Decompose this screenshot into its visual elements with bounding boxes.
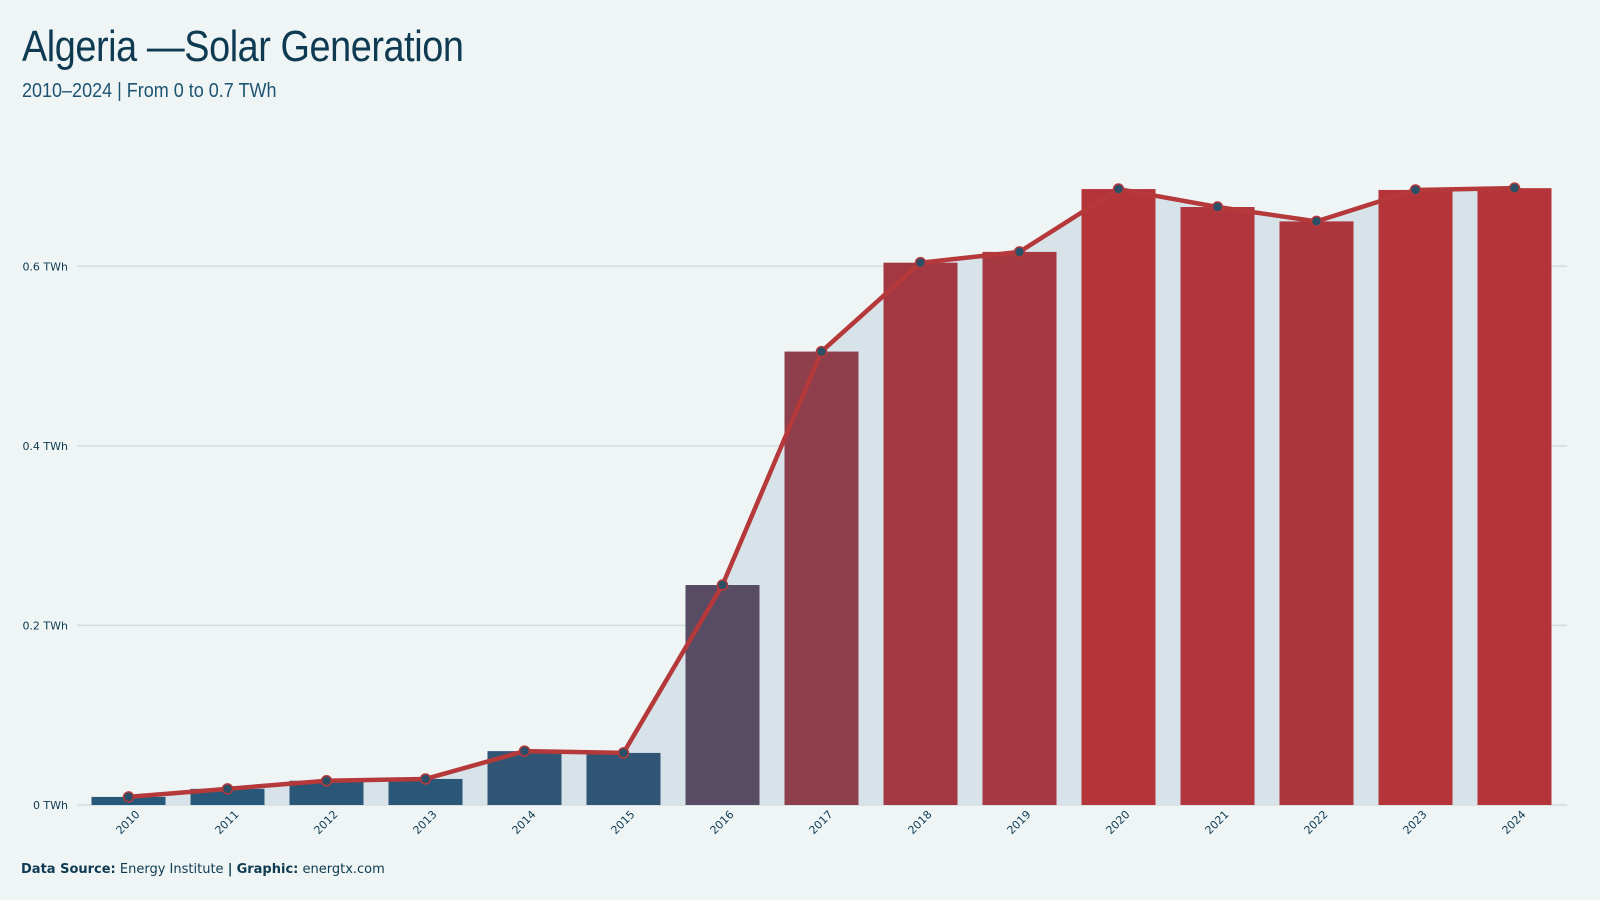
graphic-label: Graphic: [236, 862, 299, 877]
y-tick-label: 0.2 TWh [22, 619, 68, 632]
x-tick-label: 2010 [114, 808, 143, 837]
bar-2018 [883, 262, 958, 805]
x-tick-label: 2019 [1005, 808, 1034, 837]
point-2022 [1310, 215, 1323, 228]
bar-2021 [1180, 207, 1255, 805]
source-label: Data Source: [21, 862, 116, 877]
bar-2011 [190, 788, 265, 805]
x-tick-label: 2016 [708, 808, 737, 837]
bar-2022 [1279, 221, 1354, 805]
point-2023 [1409, 184, 1422, 196]
x-tick-label: 2021 [1203, 808, 1232, 837]
point-2015 [617, 747, 630, 759]
footer-credits: Data Source: Energy Institute | Graphic:… [21, 862, 385, 877]
bar-2016 [685, 585, 760, 805]
point-2021 [1211, 201, 1224, 213]
bar-2017 [784, 351, 859, 805]
graphic-value: energtx.com [302, 862, 385, 877]
x-tick-label: 2013 [411, 808, 440, 837]
point-2024 [1508, 182, 1521, 194]
point-2019 [1013, 246, 1026, 258]
bar-2024 [1477, 188, 1552, 806]
y-tick-label: 0 TWh [33, 799, 68, 812]
point-2012 [320, 775, 333, 787]
bar-2019 [982, 251, 1057, 805]
footer-separator: | [227, 862, 233, 877]
x-tick-label: 2017 [807, 808, 836, 837]
x-tick-label: 2012 [312, 808, 341, 837]
x-tick-label: 2024 [1500, 808, 1529, 837]
x-tick-label: 2022 [1302, 808, 1331, 837]
point-2020 [1112, 183, 1125, 195]
point-2011 [221, 783, 234, 795]
line-markers [122, 182, 1521, 803]
bar-2020 [1081, 189, 1156, 805]
chart-title: Algeria —Solar Generation [22, 22, 464, 71]
point-2017 [815, 345, 828, 358]
point-2010 [122, 791, 135, 803]
point-2014 [518, 745, 531, 757]
x-tick-label: 2018 [906, 808, 935, 837]
x-tick-label: 2011 [213, 808, 242, 837]
point-2016 [716, 579, 729, 591]
x-tick-label: 2014 [510, 808, 539, 837]
point-2018 [914, 256, 927, 269]
y-tick-label: 0.6 TWh [22, 260, 68, 273]
point-2013 [419, 773, 432, 785]
bar-2015 [586, 752, 661, 805]
source-value: Energy Institute [119, 862, 224, 877]
x-tick-label: 2020 [1104, 808, 1133, 837]
bars [91, 188, 1552, 806]
x-tick-label: 2015 [609, 808, 638, 837]
y-axis-ticks: 0 TWh 0.2 TWh 0.4 TWh 0.6 TWh [22, 260, 68, 812]
y-tick-label: 0.4 TWh [22, 440, 68, 453]
x-axis-ticks: 2010 2011 2012 2013 2014 2015 2016 2017 2018 2019… [114, 808, 1529, 837]
x-tick-label: 2023 [1401, 808, 1430, 837]
chart-subtitle: 2010–2024 | From 0 to 0.7 TWh [22, 80, 277, 102]
bar-2023 [1378, 189, 1453, 805]
